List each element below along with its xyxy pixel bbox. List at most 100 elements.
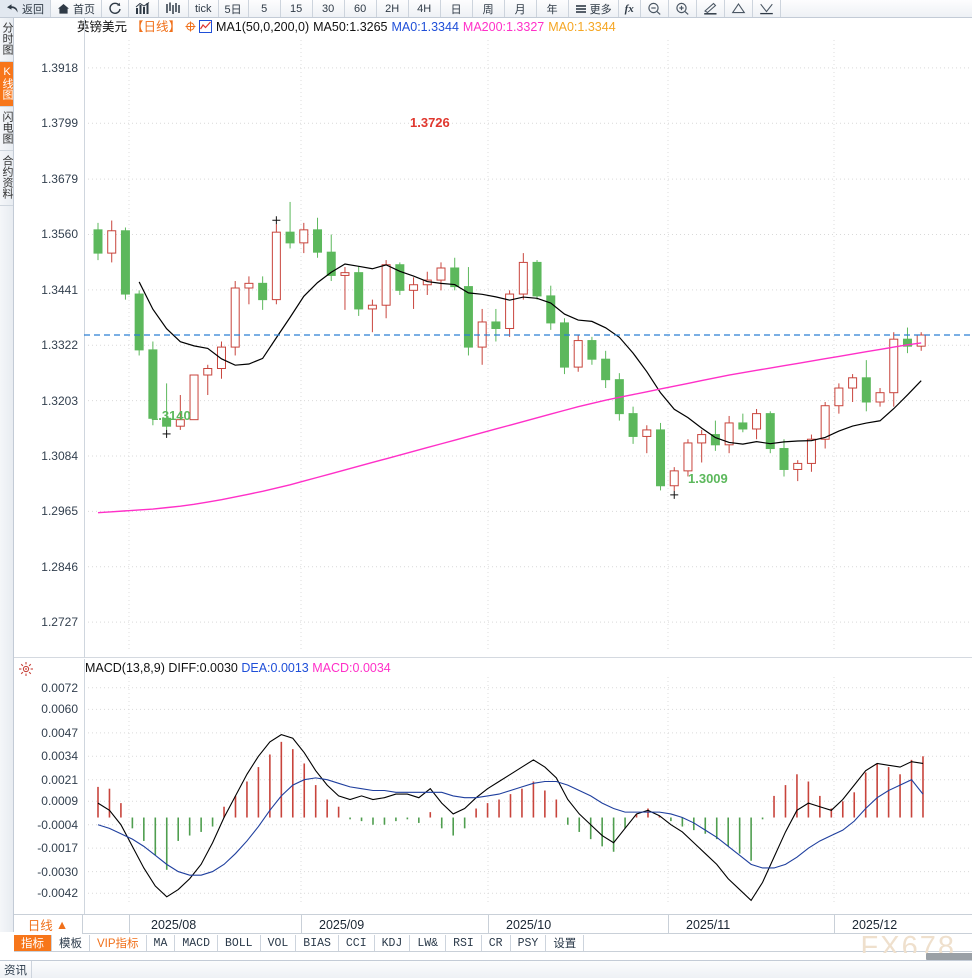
indicator-tab-kdj[interactable]: KDJ <box>375 935 411 951</box>
back-button[interactable]: 返回 <box>0 0 51 17</box>
price-plot-area[interactable] <box>84 18 972 658</box>
price-y-tick-5: 1.3322 <box>41 338 78 353</box>
legend-ma0: MA0:1.3344 <box>391 20 459 34</box>
period-button-30[interactable]: 30 <box>312 0 345 17</box>
legend-ma-params: MA1(50,0,200,0) <box>216 20 310 34</box>
rail-item-1[interactable]: K线图 <box>0 62 13 107</box>
zoom-out-button[interactable] <box>640 0 669 17</box>
macd-y-tick-8: -0.0030 <box>37 864 78 879</box>
period-label: 15 <box>290 2 303 15</box>
top-toolbar: 返回 首页 tick 5日 5 15 30 60 2H 4H 日 周 月 年 更多 fx <box>0 0 972 18</box>
fx-button[interactable]: fx <box>618 0 641 17</box>
more-button[interactable]: 更多 <box>568 0 619 17</box>
sun-icon[interactable] <box>18 661 34 677</box>
indicator-tab-cci[interactable]: CCI <box>339 935 375 951</box>
macd-diff: DIFF:0.0030 <box>168 661 238 675</box>
period-button-60[interactable]: 60 <box>344 0 377 17</box>
indicator-tab-label: LW& <box>417 936 439 950</box>
hamburger-icon <box>575 4 586 13</box>
home-icon <box>57 3 70 15</box>
triangle-button[interactable] <box>724 0 753 17</box>
draw-button[interactable] <box>696 0 725 17</box>
period-button-日[interactable]: 日 <box>440 0 473 17</box>
home-button[interactable]: 首页 <box>51 0 102 17</box>
rail-item-label: 合约资料 <box>1 155 13 199</box>
indicator-button[interactable] <box>129 0 159 17</box>
toolbar-filler <box>780 0 972 17</box>
refresh-button[interactable] <box>102 0 129 17</box>
rail-item-3[interactable]: 合约资料 <box>0 151 13 206</box>
indicator-tab-bar: 指标 模板 VIP指标 MA MACD BOLL VOL BIAS CCI KDJ LW& RSI CR… <box>14 931 972 963</box>
fx-label: fx <box>624 2 634 15</box>
indicator-tab-label: BOLL <box>224 936 253 950</box>
price-chart-pane[interactable]: 英镑美元 【日线】 MA1(50,0,200,0) MA50:1.3265 MA0:1.… <box>14 18 972 658</box>
back-label: 返回 <box>22 3 44 16</box>
indicator-tab-macd[interactable]: MACD <box>175 935 218 951</box>
x-tick-0 <box>129 915 130 934</box>
indicator-tab-bias[interactable]: BIAS <box>296 935 339 951</box>
indicator-tab-vol[interactable]: VOL <box>261 935 297 951</box>
price-y-tick-6: 1.3203 <box>41 393 78 408</box>
indicator-tab-label: 设置 <box>553 938 577 950</box>
period-label: 日 <box>450 3 462 16</box>
macd-y-tick-1: 0.0060 <box>41 702 78 717</box>
period-button-5[interactable]: 5 <box>248 0 281 17</box>
caret-up-icon: ▲ <box>55 917 69 932</box>
indicator-tab-label: 模板 <box>59 938 82 950</box>
crosshair-icon[interactable] <box>185 21 196 32</box>
zoom-in-button[interactable] <box>668 0 697 17</box>
indicator-tab-label: MA <box>153 936 168 950</box>
period-label: 60 <box>354 2 367 15</box>
indicator-tab-label: MACD <box>182 936 210 950</box>
tick-button[interactable]: tick <box>189 0 219 17</box>
macd-pane[interactable]: MACD(13,8,9) DIFF:0.0030 DEA:0.0013 MACD… <box>14 659 972 914</box>
macd-y-tick-2: 0.0047 <box>41 725 78 740</box>
overlay-button[interactable] <box>159 0 189 17</box>
period-label: 30 <box>322 2 335 15</box>
bottom-bar: 资讯 <box>0 960 972 978</box>
period-button-年[interactable]: 年 <box>536 0 569 17</box>
x-axis-label-0: 2025/08 <box>151 918 197 932</box>
price-y-tick-3: 1.3560 <box>41 227 78 242</box>
news-tab[interactable]: 资讯 <box>0 961 32 978</box>
chevron-button[interactable] <box>752 0 781 17</box>
chevron-down-icon <box>759 3 773 15</box>
x-axis-label-1: 2025/09 <box>319 918 365 932</box>
macd-y-axis: 0.0072 0.0060 0.0047 0.0034 0.0021 0.0009 -0.0… <box>14 659 82 914</box>
horizontal-scrollbar[interactable] <box>14 952 972 960</box>
period-selector-button[interactable]: 日线 ▲ <box>14 915 83 934</box>
indicator-tab-cr[interactable]: CR <box>482 935 511 951</box>
period-button-15[interactable]: 15 <box>280 0 313 17</box>
x-axis-label-3: 2025/11 <box>686 918 731 932</box>
multi-bar-icon <box>166 2 180 14</box>
period-selector-label: 日线 <box>27 919 53 933</box>
period-button-2H[interactable]: 2H <box>376 0 409 17</box>
day5-button[interactable]: 5日 <box>218 0 249 17</box>
period-button-月[interactable]: 月 <box>504 0 537 17</box>
period-button-周[interactable]: 周 <box>472 0 505 17</box>
macd-plot-area[interactable] <box>84 659 972 914</box>
indicator-tab--[interactable]: 模板 <box>52 935 90 951</box>
indicator-tab-boll[interactable]: BOLL <box>218 935 261 951</box>
rail-item-2[interactable]: 闪电图 <box>0 107 13 151</box>
left-view-rail: 分时图 K线图 闪电图合约资料 <box>0 18 14 932</box>
scrollbar-track[interactable] <box>14 953 972 960</box>
indicator-tab-psy[interactable]: PSY <box>511 935 547 951</box>
price-y-tick-9: 1.2846 <box>41 559 78 574</box>
indicator-tab-ma[interactable]: MA <box>147 935 176 951</box>
indicator-tab-vip-[interactable]: VIP指标 <box>90 935 147 951</box>
indicator-tab-label: CR <box>488 936 503 950</box>
indicator-tab--[interactable]: 指标 <box>14 935 52 951</box>
mini-chart-icon[interactable] <box>199 20 213 36</box>
indicator-tab-rsi[interactable]: RSI <box>446 935 482 951</box>
indicator-tab-label: RSI <box>453 936 474 950</box>
indicator-tab-lw-[interactable]: LW& <box>410 935 447 951</box>
rail-item-0[interactable]: 分时图 <box>0 18 13 62</box>
scrollbar-thumb[interactable] <box>926 953 972 960</box>
macd-y-tick-3: 0.0034 <box>41 749 78 764</box>
macd-dea: DEA:0.0013 <box>241 661 309 675</box>
period-button-4H[interactable]: 4H <box>408 0 441 17</box>
macd-y-tick-0: 0.0072 <box>41 680 78 695</box>
indicator-tab-label: 指标 <box>21 938 44 950</box>
indicator-tab--[interactable]: 设置 <box>546 935 585 951</box>
